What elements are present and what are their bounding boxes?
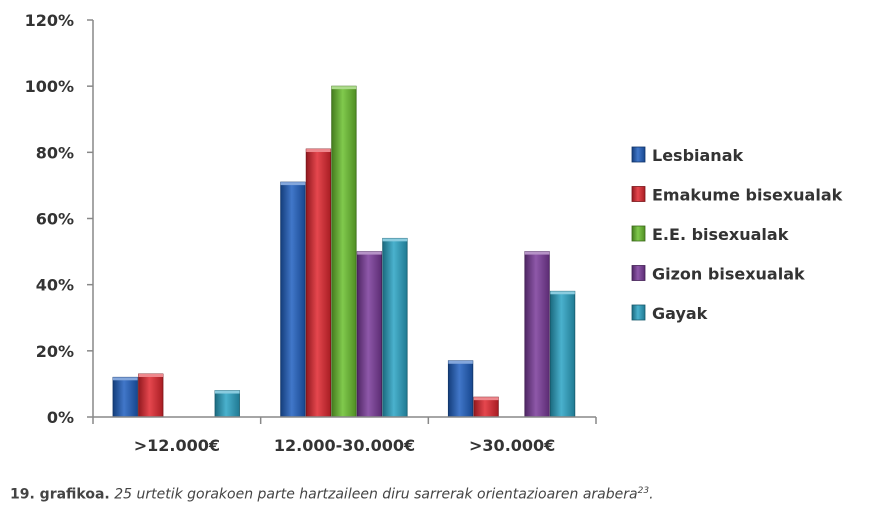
x-category-label: >12.000€ [134,436,220,455]
axes-layer: 0% 20% 40% 60% 80% 100% 120% >12.000€ 12.000-30.… [25,11,597,455]
legend-label: E.E. bisexualak [652,225,789,244]
bar-highlight [138,373,163,377]
bars-layer [112,85,576,418]
legend-label: Gizon bisexualak [652,265,805,284]
y-tick-label: 60% [36,210,74,229]
x-category-label: 12.000-30.000€ [274,436,415,455]
bar-highlight [357,251,382,255]
y-tick-label: 0% [47,408,74,427]
bar [214,390,240,418]
bar-highlight [524,251,550,255]
bar-highlight [550,291,575,295]
y-tick-label: 40% [36,276,74,295]
bar [112,376,138,418]
legend: Lesbianak Emakume bisexualak E.E. bisexual… [631,146,843,323]
legend-label: Emakume bisexualak [652,186,843,205]
legend-swatch [631,186,646,202]
bar [331,85,357,418]
bar [356,251,383,418]
chart-container: 0% 20% 40% 60% 80% 100% 120% >12.000€ 12.000-30.… [25,11,843,455]
y-tick-label: 120% [25,11,74,30]
bar-highlight [382,238,408,242]
bar [447,360,474,418]
caption-text: 25 urtetik gorakoen parte hartzaileen di… [114,486,638,503]
bar-highlight [306,149,331,153]
bar [138,373,164,418]
y-tick-label: 20% [36,342,74,361]
bar-highlight [215,390,240,394]
caption-end: . [649,486,654,503]
caption-lead: 19. grafikoa. [10,486,110,503]
legend-label: Lesbianak [652,146,743,165]
bar-highlight [113,377,138,381]
bar [280,181,306,418]
y-tick-label: 100% [25,77,74,96]
legend-swatch [631,146,646,163]
legend-label: Gayak [652,304,708,323]
bar-highlight [473,397,499,401]
legend-swatch [631,225,646,242]
caption-footnote: 23 [637,486,650,496]
bar [549,290,576,418]
bar [382,237,408,418]
legend-swatch [631,304,646,321]
bar [305,148,332,418]
bar-highlight [331,86,357,90]
bar [524,251,550,418]
bar-chart: 0% 20% 40% 60% 80% 100% 120% >12.000€ 12.000-30.… [25,11,843,455]
y-tick-label: 80% [36,143,74,162]
chart-caption: 19. grafikoa. 25 urtetik gorakoen parte … [10,486,654,503]
legend-swatch [631,265,646,281]
x-category-label: >30.000€ [469,436,555,455]
bar-highlight [280,182,306,186]
bar-highlight [448,360,473,364]
